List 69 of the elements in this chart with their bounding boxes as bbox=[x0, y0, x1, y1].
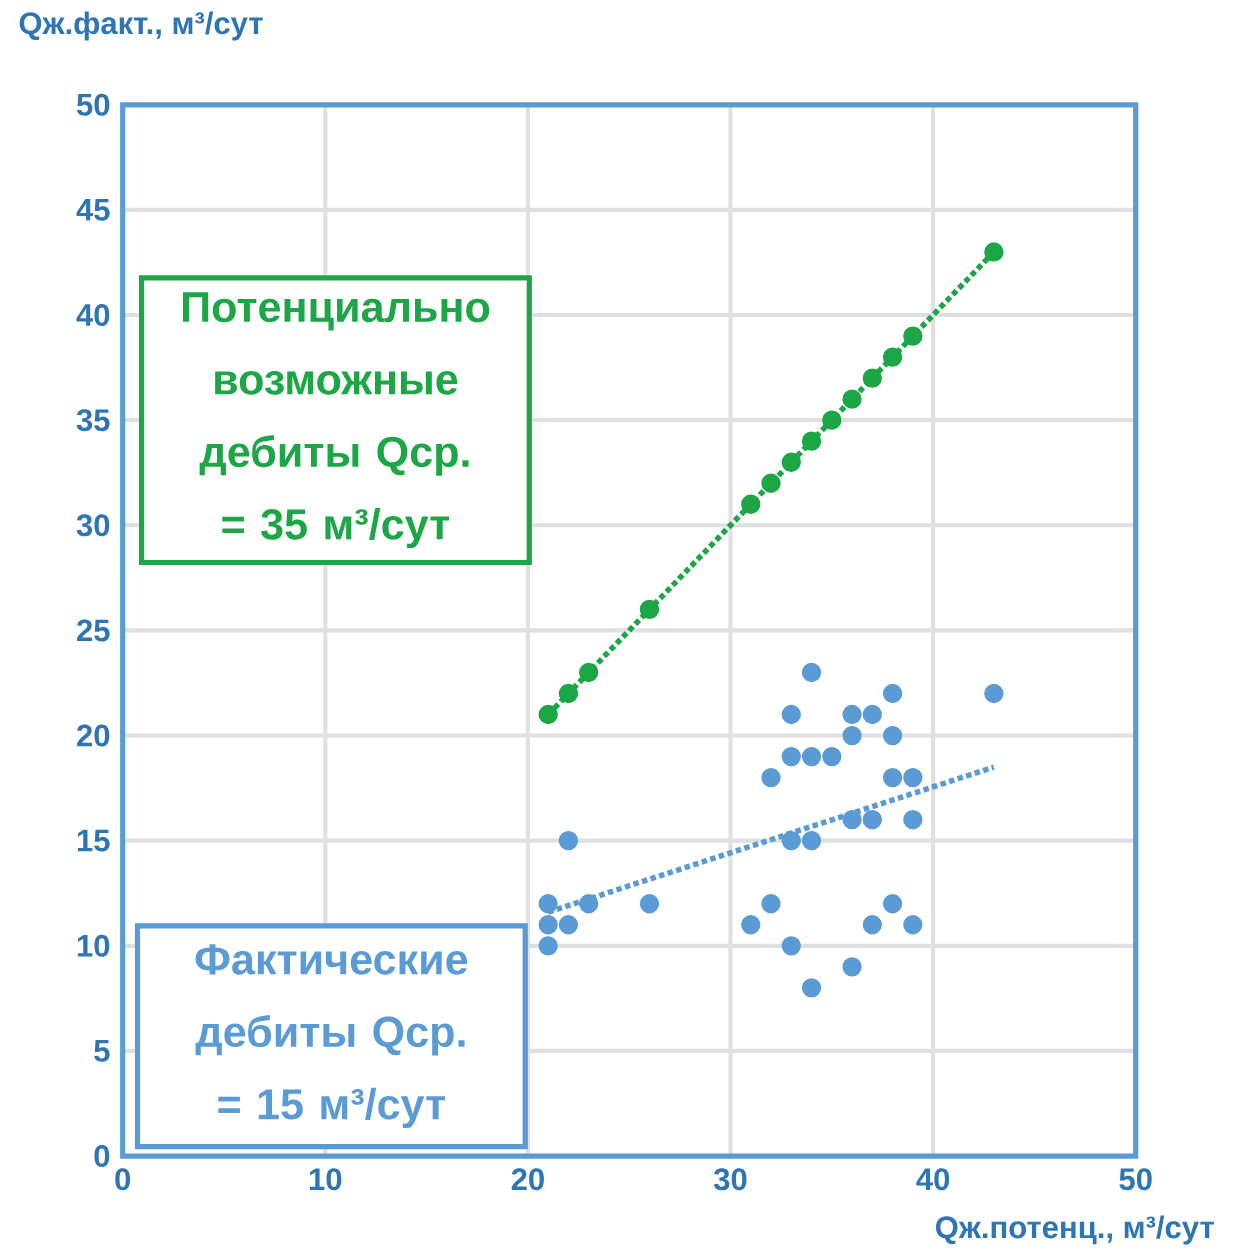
point bbox=[801, 431, 822, 451]
point bbox=[842, 704, 862, 725]
point bbox=[882, 894, 903, 914]
point bbox=[882, 725, 903, 746]
point bbox=[984, 683, 1004, 704]
annotation: Потенциально возможные дебиты Qср. = 35 м³/сут bbox=[183, 292, 490, 549]
y-tick-label: 30 bbox=[76, 514, 110, 537]
point bbox=[801, 662, 822, 683]
annotation: Фактические дебиты Qср. = 15 м³/сут bbox=[195, 944, 468, 1129]
point bbox=[781, 936, 801, 956]
point bbox=[903, 326, 923, 346]
point bbox=[984, 242, 1004, 262]
x-axis-title: Qж.потенц., м³/сут bbox=[936, 1215, 1214, 1245]
y-tick-label: 20 bbox=[77, 724, 110, 747]
point bbox=[558, 831, 579, 851]
point bbox=[761, 473, 781, 493]
point bbox=[882, 683, 903, 704]
point bbox=[761, 767, 781, 788]
point bbox=[822, 410, 842, 430]
point bbox=[842, 810, 862, 830]
point bbox=[538, 915, 558, 935]
x-tick-label: 20 bbox=[511, 1168, 544, 1191]
y-tick-label: 15 bbox=[77, 829, 110, 852]
point bbox=[862, 704, 883, 725]
x-tick-label: 0 bbox=[115, 1168, 131, 1191]
point bbox=[882, 347, 903, 367]
point bbox=[538, 936, 558, 956]
point bbox=[903, 810, 923, 830]
point bbox=[862, 368, 883, 388]
point bbox=[903, 915, 923, 935]
x-tick-label: 40 bbox=[916, 1168, 950, 1191]
point bbox=[801, 978, 822, 998]
y-tick-label: 35 bbox=[76, 409, 110, 432]
point bbox=[862, 915, 883, 935]
point bbox=[781, 452, 801, 472]
x-tick-label: 50 bbox=[1119, 1168, 1152, 1191]
y-tick-label: 10 bbox=[77, 934, 110, 957]
y-tick-label: 45 bbox=[76, 199, 110, 221]
point bbox=[781, 704, 801, 725]
y-tick-label: 0 bbox=[94, 1145, 110, 1168]
point bbox=[862, 810, 883, 830]
y-axis-title: Qж.факт., м³/сут bbox=[19, 11, 263, 41]
point bbox=[801, 831, 822, 851]
point bbox=[579, 894, 599, 914]
point bbox=[801, 746, 822, 767]
point bbox=[639, 894, 660, 914]
point bbox=[882, 767, 903, 788]
point bbox=[842, 725, 862, 746]
point bbox=[558, 683, 579, 704]
point bbox=[538, 894, 558, 914]
point bbox=[781, 831, 801, 851]
point bbox=[842, 957, 862, 977]
point bbox=[741, 494, 761, 514]
point bbox=[822, 746, 842, 767]
y-tick-label: 40 bbox=[76, 304, 110, 327]
y-tick-label: 25 bbox=[77, 619, 110, 642]
point bbox=[741, 915, 761, 935]
point bbox=[639, 599, 660, 620]
point bbox=[761, 894, 781, 914]
x-tick-label: 30 bbox=[714, 1168, 747, 1191]
y-tick-label: 5 bbox=[94, 1040, 110, 1062]
point bbox=[558, 915, 579, 935]
point bbox=[903, 767, 923, 788]
point bbox=[538, 704, 558, 725]
point bbox=[579, 662, 599, 683]
y-tick-label: 50 bbox=[77, 93, 110, 116]
point bbox=[781, 746, 801, 767]
x-tick-label: 10 bbox=[310, 1168, 342, 1191]
point bbox=[842, 389, 862, 409]
